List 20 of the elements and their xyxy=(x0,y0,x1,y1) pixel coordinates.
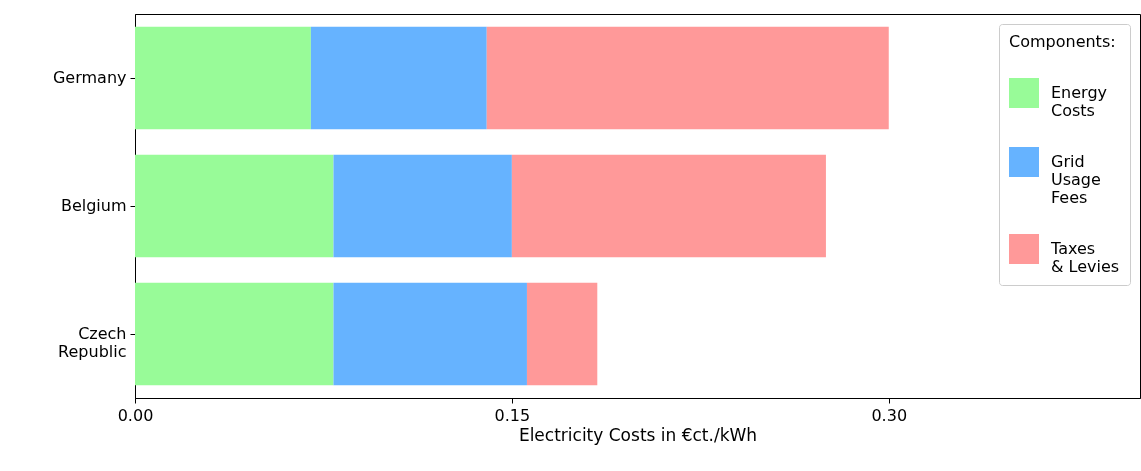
bar xyxy=(333,154,512,258)
x-tick-label: 0.30 xyxy=(871,405,908,425)
bar xyxy=(511,154,826,258)
bar xyxy=(135,282,334,386)
x-tick-label: 0.00 xyxy=(117,405,154,425)
x-tick-label: 0.15 xyxy=(494,405,531,425)
legend-title: Components: xyxy=(1009,32,1116,51)
bar xyxy=(135,26,311,130)
bar xyxy=(486,26,889,130)
x-axis-title: Electricity Costs in €ct./kWh xyxy=(518,424,758,445)
bar xyxy=(310,26,487,130)
y-tick-label: Czech Republic xyxy=(58,324,127,361)
y-tick-label: Germany xyxy=(52,68,127,87)
bar xyxy=(526,282,598,386)
bar xyxy=(333,282,527,386)
legend-label: Grid Usage Fees xyxy=(1051,152,1101,207)
bar xyxy=(135,154,334,258)
y-tick-label: Belgium xyxy=(60,196,127,215)
legend-label: Taxes & Levies xyxy=(1050,239,1120,276)
legend-label: Energy Costs xyxy=(1051,83,1108,120)
